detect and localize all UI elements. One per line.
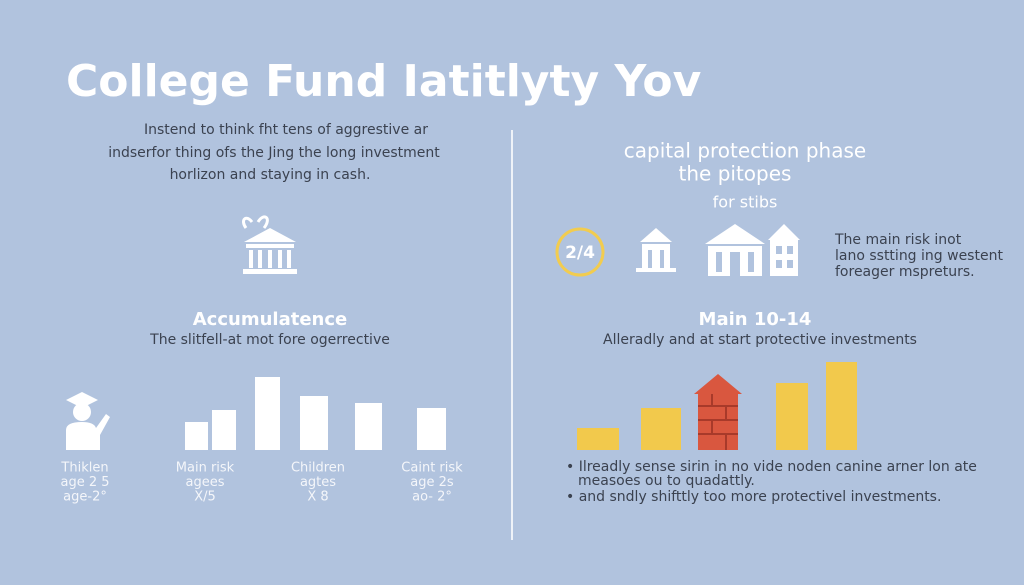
bar	[185, 422, 208, 450]
bar-label: age 2 5	[60, 475, 109, 490]
bar-label: agees	[186, 475, 225, 490]
section-heading: Accumulatence	[193, 309, 347, 330]
bar-label: Thiklen	[60, 461, 108, 476]
bar-label: Main risk	[176, 461, 235, 476]
intro-line: horlizon and staying in cash.	[170, 167, 371, 183]
bar	[355, 403, 382, 450]
badge-ring	[555, 227, 605, 277]
right-heading: the pitopes	[679, 162, 792, 186]
bar	[776, 383, 808, 450]
bar-label: Caint risk	[401, 461, 463, 476]
side-text: The main risk inot	[834, 232, 962, 248]
bar-group	[577, 362, 857, 450]
side-text: foreager mspreturs.	[835, 264, 975, 280]
side-text: lano sstting ing westent	[835, 248, 1003, 264]
right-heading: capital protection phase	[624, 139, 866, 163]
bar-label: ao- 2°	[412, 490, 452, 505]
bar	[641, 408, 681, 450]
bar-label: X 8	[307, 490, 328, 505]
bar-label: X/5	[194, 490, 216, 505]
bar	[826, 362, 857, 450]
bank-icon	[242, 215, 297, 274]
bar	[300, 396, 328, 450]
intro-line: indserfor thing ofs the Jing the long in…	[108, 145, 440, 161]
section-subheading: Alleradly and at start protective invest…	[603, 332, 917, 348]
bar-label: agtes	[300, 475, 336, 490]
section-subheading: The slitfell-at mot fore ogerrective	[149, 332, 390, 348]
bullet: • and sndly shifttly too more protective…	[566, 489, 941, 505]
bar-group	[185, 377, 446, 450]
bar-label: Children	[291, 461, 345, 476]
bar	[417, 408, 446, 450]
badge: 2/4	[565, 243, 595, 263]
bullet: • Ilreadly sense sirin in no vide noden …	[566, 459, 977, 475]
graduate-icon	[66, 392, 110, 450]
bar	[212, 410, 236, 450]
bar-label: age 2s	[410, 475, 454, 490]
title: College Fund Iatitlyty Yov	[66, 56, 702, 107]
right-subheading: for stibs	[713, 193, 778, 212]
section-heading: Main 10-14	[699, 309, 812, 330]
bullet: measoes ou to quadattly.	[578, 473, 755, 489]
bar-label: age-2°	[63, 490, 107, 505]
roof	[694, 374, 742, 394]
bar	[255, 377, 280, 450]
intro-line: Instend to think fht tens of aggrestive …	[144, 122, 428, 138]
bar	[577, 428, 619, 450]
